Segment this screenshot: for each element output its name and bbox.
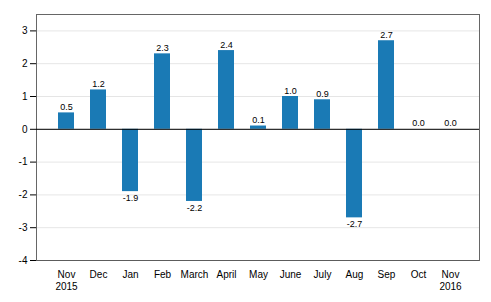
svg-text:0.9: 0.9 — [316, 89, 329, 99]
svg-text:3: 3 — [22, 25, 28, 36]
svg-text:1: 1 — [22, 91, 28, 102]
svg-text:Nov2015: Nov2015 — [55, 269, 78, 292]
svg-text:-4: -4 — [19, 255, 28, 266]
svg-text:Aug: Aug — [346, 269, 364, 280]
svg-text:0.0: 0.0 — [444, 118, 457, 128]
svg-text:Oct: Oct — [411, 269, 427, 280]
svg-text:1.2: 1.2 — [92, 79, 105, 89]
svg-text:June: June — [280, 269, 302, 280]
svg-text:May: May — [249, 269, 268, 280]
svg-text:1.0: 1.0 — [284, 86, 297, 96]
svg-text:-3: -3 — [19, 222, 28, 233]
svg-text:Jan: Jan — [122, 269, 138, 280]
svg-text:-1.9: -1.9 — [123, 193, 139, 203]
svg-text:April: April — [216, 269, 236, 280]
svg-text:0.0: 0.0 — [412, 118, 425, 128]
svg-text:2.7: 2.7 — [380, 30, 393, 40]
svg-text:-1: -1 — [19, 156, 28, 167]
svg-text:Feb: Feb — [154, 269, 172, 280]
svg-text:-2: -2 — [19, 189, 28, 200]
svg-text:July: July — [314, 269, 332, 280]
svg-text:0.1: 0.1 — [252, 115, 265, 125]
svg-text:2: 2 — [22, 58, 28, 69]
svg-text:Nov2016: Nov2016 — [439, 269, 462, 292]
svg-text:-2.2: -2.2 — [187, 203, 203, 213]
svg-text:March: March — [181, 269, 209, 280]
svg-text:0: 0 — [22, 124, 28, 135]
svg-text:-2.7: -2.7 — [347, 219, 363, 229]
svg-text:0.5: 0.5 — [60, 102, 73, 112]
svg-text:Sep: Sep — [378, 269, 396, 280]
svg-text:2.4: 2.4 — [220, 40, 233, 50]
svg-text:2.3: 2.3 — [156, 43, 169, 53]
svg-text:Dec: Dec — [90, 269, 108, 280]
